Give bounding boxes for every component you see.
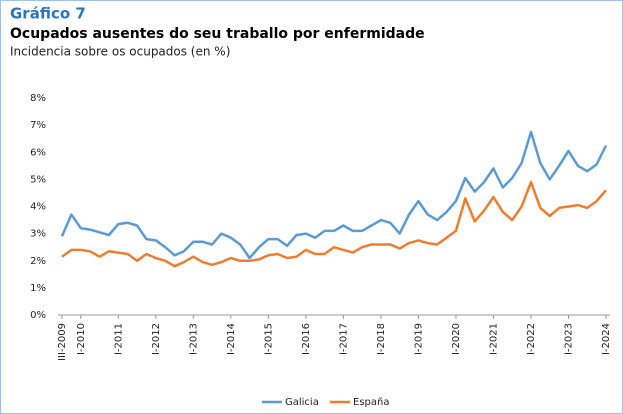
x-tick-label: I-2010 — [76, 323, 87, 355]
series-line — [60, 130, 608, 260]
x-tick-label: I-2016 — [301, 323, 312, 355]
x-tick-label: I-2019 — [413, 323, 424, 355]
series-line — [61, 180, 607, 268]
legend-label: Galicia — [285, 397, 319, 408]
chart-label: Gráfico 7 — [10, 5, 86, 23]
y-tick-label: 2% — [30, 256, 46, 267]
y-tick-label: 0% — [30, 310, 46, 321]
x-tick-label: I-2023 — [563, 323, 574, 355]
y-tick-label: 5% — [30, 174, 46, 185]
x-tick-label: I-2011 — [113, 323, 124, 355]
x-tick-label: I-2017 — [338, 323, 349, 355]
y-tick-label: 7% — [30, 120, 46, 131]
chart-subtitle: Incidencia sobre os ocupados (en %) — [10, 45, 230, 59]
chart-title: Ocupados ausentes do seu traballo por en… — [10, 26, 425, 42]
x-tick-label: I-2014 — [226, 323, 237, 355]
y-tick-label: 3% — [30, 229, 46, 240]
x-tick-label: I-2021 — [488, 323, 499, 355]
y-tick-label: 6% — [30, 147, 46, 158]
x-tick-label: I-2024 — [601, 323, 612, 355]
x-tick-label: I-2012 — [151, 323, 162, 355]
x-tick-label: III-2009 — [57, 323, 68, 361]
x-tick-label: I-2022 — [526, 323, 537, 355]
x-tick-label: I-2020 — [451, 323, 462, 355]
y-tick-label: 8% — [30, 93, 46, 104]
y-tick-label: 1% — [30, 283, 46, 294]
x-tick-label: I-2018 — [376, 323, 387, 355]
y-tick-label: 4% — [30, 202, 46, 213]
legend-label: España — [353, 397, 389, 408]
x-tick-label: I-2013 — [188, 323, 199, 355]
x-tick-label: I-2015 — [263, 323, 274, 355]
